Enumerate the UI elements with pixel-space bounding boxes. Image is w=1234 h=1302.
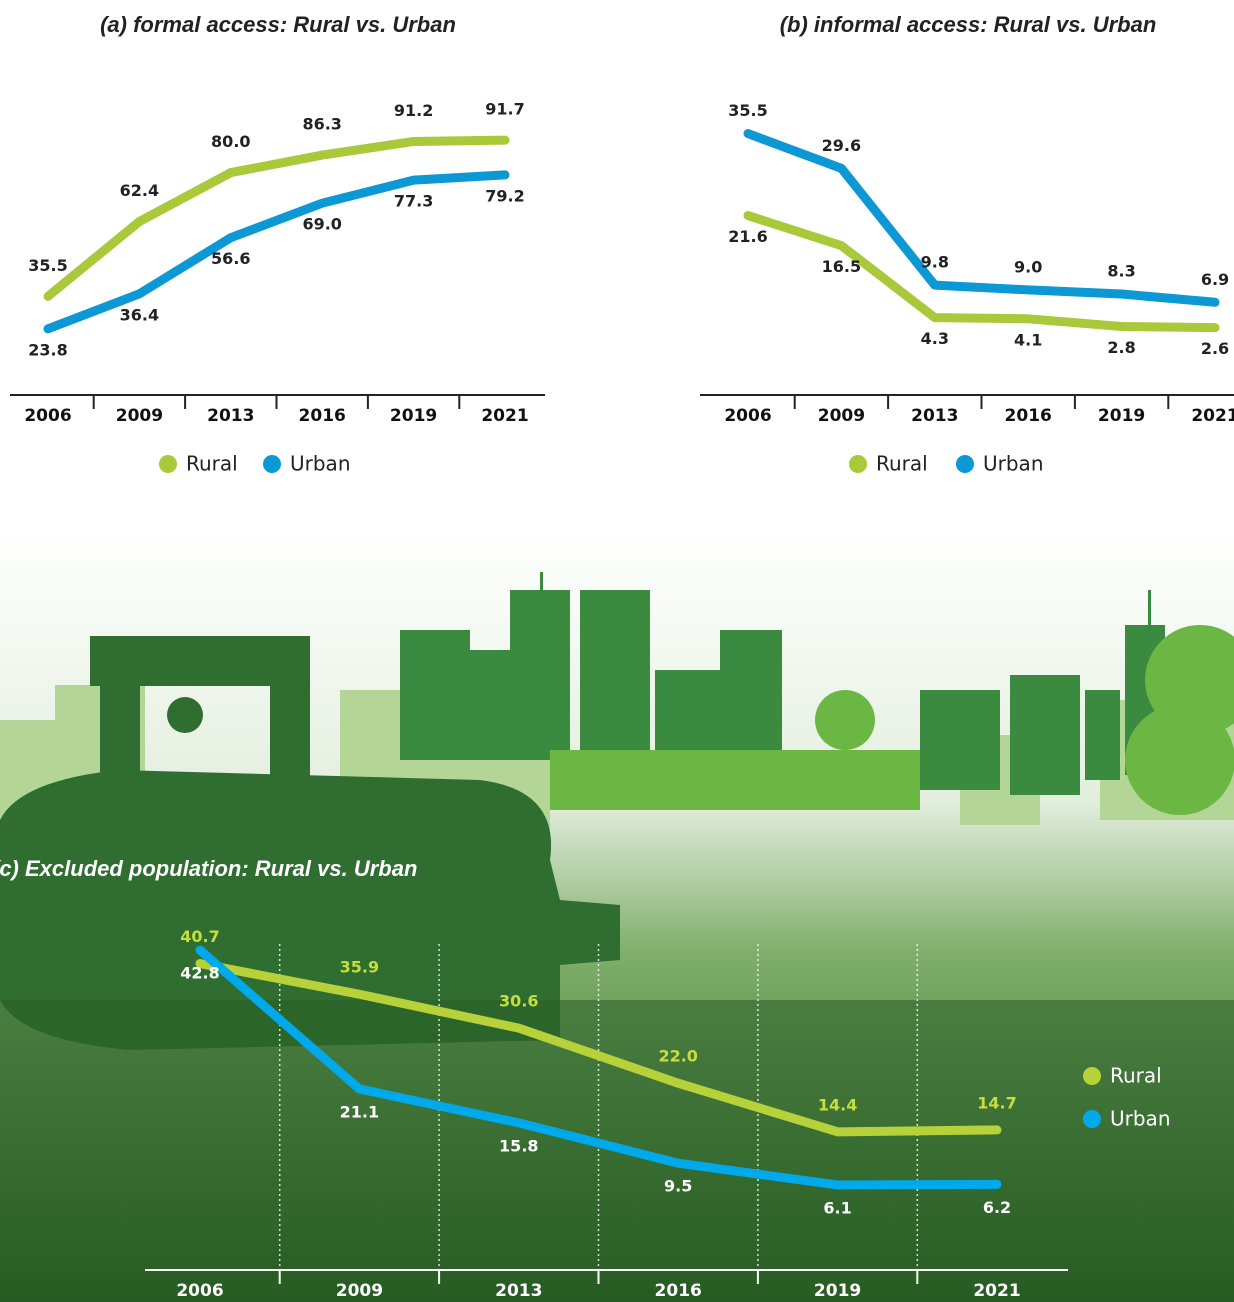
legend-swatch bbox=[849, 455, 867, 473]
value-label: 23.8 bbox=[28, 340, 67, 359]
series-line bbox=[195, 945, 1002, 1190]
value-label: 9.8 bbox=[921, 253, 949, 272]
chart-panel: (a) formal access: Rural vs. Urban 2006 20… bbox=[10, 12, 545, 476]
value-label: 42.8 bbox=[180, 964, 219, 983]
legend-label: Rural bbox=[876, 452, 928, 476]
background-scene bbox=[0, 530, 1234, 1302]
legend-label: Urban bbox=[290, 452, 351, 476]
x-tick-label: 2016 bbox=[299, 406, 346, 426]
value-label: 14.4 bbox=[818, 1095, 857, 1114]
x-tick-label: 2021 bbox=[973, 1281, 1020, 1301]
x-tick-label: 2016 bbox=[655, 1281, 702, 1301]
legend-swatch bbox=[159, 455, 177, 473]
x-tick-label: 2009 bbox=[818, 406, 865, 426]
value-label: 36.4 bbox=[120, 305, 159, 324]
value-label: 40.7 bbox=[180, 927, 219, 946]
value-label: 14.7 bbox=[977, 1093, 1016, 1112]
value-label: 86.3 bbox=[302, 115, 341, 134]
value-label: 79.2 bbox=[485, 186, 524, 205]
value-label: 62.4 bbox=[120, 181, 159, 200]
chart-title: (c) Excluded population: Rural vs. Urban bbox=[0, 856, 417, 881]
x-tick-label: 2016 bbox=[1005, 406, 1052, 426]
value-label: 21.1 bbox=[340, 1102, 379, 1121]
chart-title: (b) informal access: Rural vs. Urban bbox=[780, 12, 1157, 37]
value-label: 9.5 bbox=[664, 1177, 692, 1196]
x-tick-label: 2019 bbox=[1098, 406, 1145, 426]
chart-panel: (b) informal access: Rural vs. Urban 2006… bbox=[700, 12, 1234, 476]
chart-title: (a) formal access: Rural vs. Urban bbox=[100, 12, 456, 37]
x-tick-label: 2009 bbox=[336, 1281, 383, 1301]
series-line bbox=[43, 135, 510, 301]
x-tick-label: 2021 bbox=[1191, 406, 1234, 426]
value-label: 77.3 bbox=[394, 192, 433, 211]
value-label: 4.3 bbox=[921, 329, 949, 348]
value-label: 2.6 bbox=[1201, 339, 1229, 358]
series-line bbox=[743, 129, 1220, 307]
x-tick-label: 2006 bbox=[24, 406, 71, 426]
x-tick-label: 2019 bbox=[814, 1281, 861, 1301]
value-label: 56.6 bbox=[211, 249, 250, 268]
legend-label: Rural bbox=[1110, 1064, 1162, 1088]
value-label: 35.5 bbox=[28, 256, 67, 275]
value-label: 8.3 bbox=[1107, 262, 1135, 281]
series-line bbox=[743, 211, 1220, 333]
value-label: 35.9 bbox=[340, 958, 379, 977]
value-label: 9.0 bbox=[1014, 257, 1042, 276]
value-label: 16.5 bbox=[822, 257, 861, 276]
value-label: 22.0 bbox=[658, 1047, 697, 1066]
x-tick-label: 2019 bbox=[390, 406, 437, 426]
legend-label: Urban bbox=[1110, 1107, 1171, 1131]
legend-swatch bbox=[956, 455, 974, 473]
value-label: 21.6 bbox=[728, 227, 767, 246]
value-label: 15.8 bbox=[499, 1136, 538, 1155]
value-label: 80.0 bbox=[211, 132, 250, 151]
x-tick-label: 2021 bbox=[481, 406, 528, 426]
value-label: 2.8 bbox=[1107, 338, 1135, 357]
legend-swatch bbox=[1083, 1067, 1101, 1085]
x-tick-label: 2006 bbox=[724, 406, 771, 426]
value-label: 35.5 bbox=[728, 101, 767, 120]
series-line bbox=[195, 959, 1002, 1137]
value-label: 6.2 bbox=[983, 1198, 1011, 1217]
value-label: 91.2 bbox=[394, 101, 433, 120]
series-line bbox=[43, 170, 510, 334]
legend-swatch bbox=[1083, 1110, 1101, 1128]
x-tick-label: 2006 bbox=[176, 1281, 223, 1301]
legend-label: Urban bbox=[983, 452, 1044, 476]
value-label: 4.1 bbox=[1014, 330, 1042, 349]
x-tick-label: 2009 bbox=[116, 406, 163, 426]
chart-panel: (c) Excluded population: Rural vs. Urban… bbox=[0, 856, 1171, 1301]
value-label: 91.7 bbox=[485, 100, 524, 119]
value-label: 69.0 bbox=[302, 215, 341, 234]
x-tick-label: 2013 bbox=[911, 406, 958, 426]
value-label: 29.6 bbox=[822, 136, 861, 155]
legend-swatch bbox=[263, 455, 281, 473]
legend-label: Rural bbox=[186, 452, 238, 476]
x-tick-label: 2013 bbox=[207, 406, 254, 426]
value-label: 6.1 bbox=[823, 1198, 851, 1217]
value-label: 6.9 bbox=[1201, 270, 1229, 289]
x-tick-label: 2013 bbox=[495, 1281, 542, 1301]
value-label: 30.6 bbox=[499, 992, 538, 1011]
